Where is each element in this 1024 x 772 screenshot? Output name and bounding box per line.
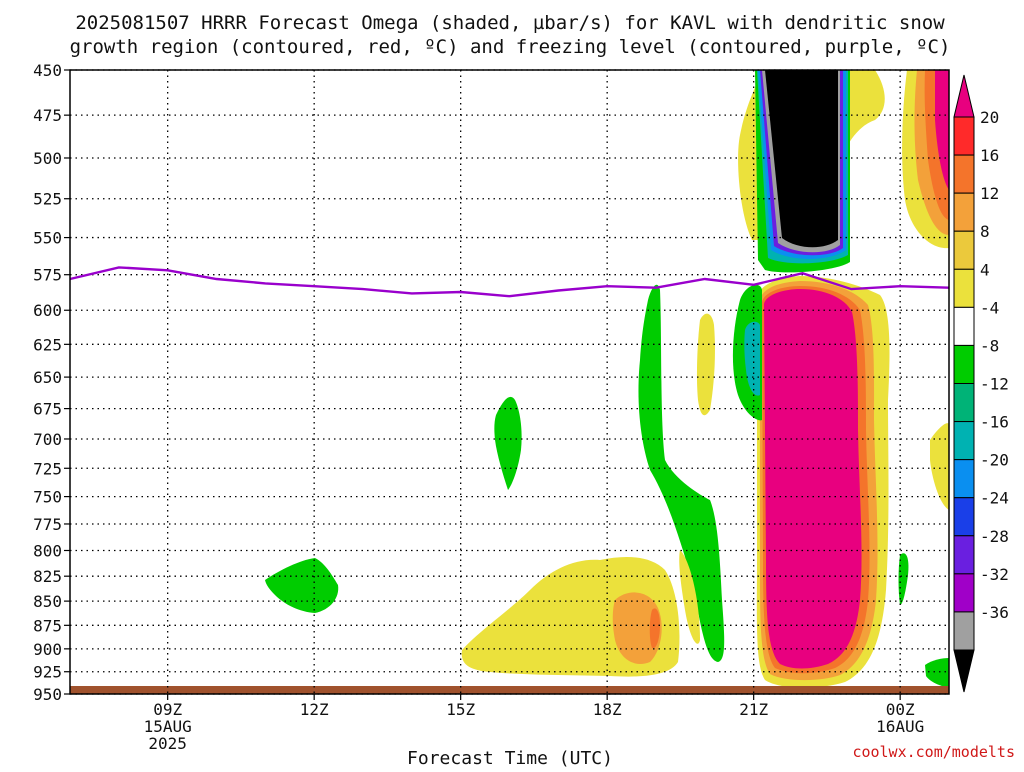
colorbar-label: 4: [980, 260, 990, 279]
chart-title-line-2: growth region (contoured, red, ºC) and f…: [70, 36, 951, 58]
terrain-band: [70, 686, 949, 694]
omega-ascent-left-green: [638, 284, 725, 662]
omega-weak-subsidence-e: [925, 658, 949, 688]
y-tick-label: 850: [33, 592, 62, 611]
colorbar-label: 12: [980, 184, 999, 203]
y-tick-label: 925: [33, 663, 62, 682]
x-tick-label: 15AUG: [144, 717, 192, 736]
y-tick-label: 825: [33, 567, 62, 586]
y-tick-label: 875: [33, 616, 62, 635]
omega-ascent-right-teal: [744, 321, 760, 396]
colorbar-label: 20: [980, 108, 999, 127]
y-tick-label: 900: [33, 640, 62, 659]
colorbar-swatch: [953, 573, 975, 613]
omega-subsidence-pink: [764, 289, 862, 669]
colorbar-label: 16: [980, 146, 999, 165]
y-tick-label: 450: [33, 61, 62, 80]
colorbar-label: -24: [980, 489, 1009, 508]
y-tick-label: 725: [33, 459, 62, 478]
colorbar-swatch: [953, 154, 975, 194]
colorbar-top-arrow: [953, 74, 975, 118]
chart-title-line-1: 2025081507 HRRR Forecast Omega (shaded, …: [75, 12, 945, 34]
x-tick-label: 15Z: [446, 700, 475, 719]
colorbar-swatch: [953, 421, 975, 461]
y-tick-label: 575: [33, 266, 62, 285]
colorbar-label: -36: [980, 603, 1009, 622]
omega-ascent-low-green: [265, 558, 339, 613]
x-tick-label: 00Z: [886, 700, 915, 719]
colorbar-label: -4: [980, 298, 999, 317]
y-tick-label: 625: [33, 335, 62, 354]
y-tick-label: 950: [33, 685, 62, 704]
omega-weak-subsidence-c: [930, 423, 949, 510]
omega-low-subsidence-orange: [612, 592, 662, 664]
colorbar-swatch: [953, 383, 975, 423]
omega-shading: [70, 70, 949, 694]
colorbar-swatch: [953, 116, 975, 156]
freezing-level-line: [69, 266, 950, 298]
y-tick-label: 700: [33, 430, 62, 449]
colorbar-label: -28: [980, 527, 1009, 546]
y-tick-label: 650: [33, 368, 62, 387]
colorbar-label: -8: [980, 336, 999, 355]
x-tick-label: 09Z: [153, 700, 182, 719]
y-tick-label: 600: [33, 301, 62, 320]
colorbar-swatch: [953, 535, 975, 575]
x-tick-label: 16AUG: [876, 717, 924, 736]
colorbar: 20 16 12 8 4 -4 -8 -12 -16 -20 -24 -28 -32 -36: [953, 74, 1009, 693]
colorbar-swatch: [953, 611, 975, 651]
y-tick-label: 800: [33, 541, 62, 560]
plot-frame: [69, 69, 950, 695]
colorbar-swatch: [953, 459, 975, 499]
x-tick-label: 2025: [148, 734, 187, 753]
y-tick-label: 750: [33, 488, 62, 507]
x-tick-label: 21Z: [739, 700, 768, 719]
x-axis-label: Forecast Time (UTC): [407, 748, 613, 768]
omega-low-subsidence-red: [649, 608, 660, 649]
colorbar-label: -12: [980, 375, 1009, 394]
y-tick-label: 525: [33, 190, 62, 209]
omega-region-upper-right-pink: [935, 70, 949, 190]
y-tick-label: 475: [33, 106, 62, 125]
colorbar-swatch: [953, 230, 975, 270]
credit-text: coolwx.com/modelts: [852, 743, 1015, 761]
colorbar-swatch: [953, 344, 975, 384]
y-tick-label: 550: [33, 229, 62, 248]
omega-ascent-mid-green: [494, 396, 522, 490]
omega-region-upper-yellow-right: [845, 70, 885, 150]
colorbar-swatch: [953, 192, 975, 232]
omega-region-upper-yellow: [738, 85, 760, 240]
colorbar-swatch: [953, 306, 975, 346]
x-tick-label: 12Z: [300, 700, 329, 719]
colorbar-swatch: [953, 268, 975, 308]
y-tick-label: 775: [33, 515, 62, 534]
omega-weak-subsidence-a: [696, 313, 715, 416]
colorbar-label: 8: [980, 222, 990, 241]
colorbar-swatch: [953, 497, 975, 537]
omega-weak-subsidence-b: [679, 550, 700, 644]
colorbar-label: -16: [980, 413, 1009, 432]
y-tick-label: 675: [33, 400, 62, 419]
colorbar-label: -20: [980, 451, 1009, 470]
omega-weak-subsidence-d: [898, 553, 909, 605]
x-tick-label: 18Z: [593, 700, 622, 719]
y-tick-label: 500: [33, 149, 62, 168]
colorbar-bottom-arrow: [953, 649, 975, 693]
colorbar-label: -32: [980, 565, 1009, 584]
y-axis-ticks: 450 475 500 525 550 575 600 625 650 675 700 725 750 7…: [33, 61, 70, 704]
